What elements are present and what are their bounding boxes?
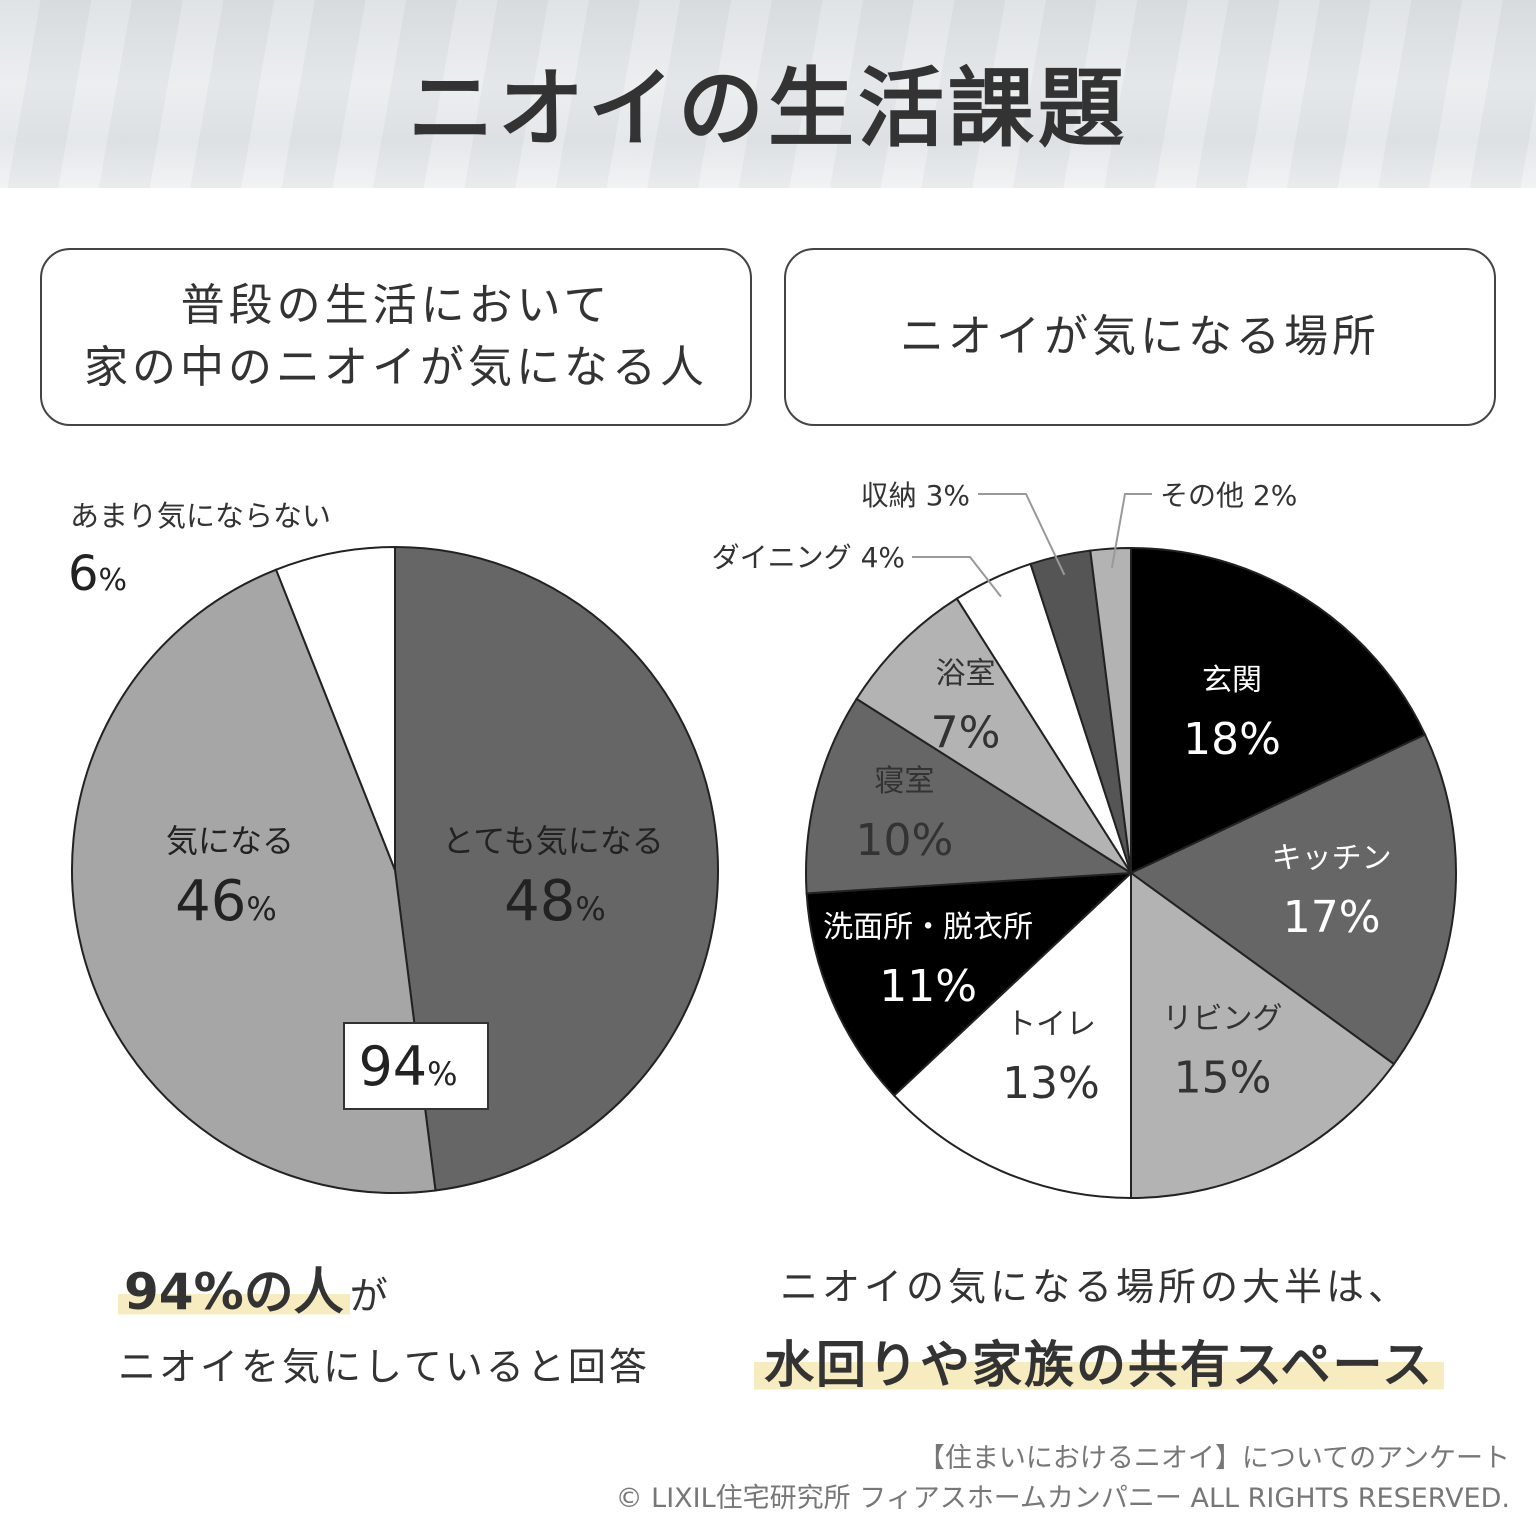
- leader-line-storage: [978, 493, 1066, 576]
- header-banner: [0, 0, 1536, 188]
- source-line2: © LIXIL住宅研究所 フィアスホームカンパニー ALL RIGHTS RES…: [615, 1483, 1510, 1514]
- summary-left-number: 94%: [124, 1263, 244, 1321]
- slice-label-other: その他 2%: [1160, 479, 1297, 512]
- left-question-line2: 家の中のニオイが気になる人: [84, 342, 708, 393]
- slice-label-washroom: 洗面所・脱衣所: [823, 910, 1033, 945]
- slice-label-not-concerned: あまり気にならない: [70, 499, 331, 533]
- pie-slice-washroom: [805, 871, 1134, 1097]
- callout-box-94: [343, 1022, 489, 1110]
- right-question-line1: ニオイが気になる場所: [900, 311, 1380, 362]
- right-question-box: ニオイが気になる場所: [784, 248, 1496, 426]
- summary-left: 94%の人が ニオイを気にしていると回答: [118, 1262, 650, 1391]
- page-title: ニオイの生活課題: [408, 59, 1128, 159]
- slice-label-concerned: 気になる: [166, 822, 294, 860]
- left-question-line1: 普段の生活において: [180, 280, 612, 331]
- summary-left-suffix: が: [349, 1274, 388, 1318]
- slice-value-entrance: 18%: [1183, 714, 1281, 765]
- summary-right-line1: ニオイの気になる場所の大半は、: [780, 1265, 1411, 1309]
- source-line1: 【住まいにおけるニオイ】についてのアンケート: [917, 1443, 1510, 1474]
- summary-left-line2: ニオイを気にしていると回答: [118, 1345, 650, 1389]
- summary-right-line2: 水回りや家族の共有スペース: [754, 1336, 1444, 1394]
- slice-label-entrance: 玄関: [1202, 663, 1262, 698]
- pie-slice-toilet: [892, 870, 1132, 1200]
- pie-slice-bedroom: [805, 697, 1135, 895]
- slice-value-kitchen: 17%: [1283, 892, 1381, 943]
- pie-slice-not-concerned: [274, 545, 396, 871]
- pie-slice-entrance: [1130, 546, 1427, 875]
- pie-slice-other: [1089, 546, 1132, 874]
- slice-value-living: 15%: [1174, 1053, 1272, 1104]
- summary-right: ニオイの気になる場所の大半は、 水回りや家族の共有スペース: [754, 1256, 1444, 1397]
- slice-label-living: リビング: [1162, 1002, 1282, 1037]
- summary-left-highlight: の人: [243, 1263, 344, 1321]
- slice-label-bathroom: 浴室: [936, 657, 996, 692]
- slice-label-kitchen: キッチン: [1272, 841, 1392, 876]
- left-question-box: 普段の生活において 家の中のニオイが気になる人: [40, 248, 752, 426]
- slice-value-washroom: 11%: [879, 961, 977, 1012]
- slice-label-storage: 収納 3%: [861, 479, 970, 512]
- slice-label-very-concerned: とても気になる: [442, 822, 663, 860]
- slice-value-bedroom: 10%: [855, 815, 953, 866]
- slice-value-bathroom: 7%: [931, 708, 1001, 759]
- leader-line-other: [1110, 493, 1152, 569]
- pie-slice-bathroom: [855, 597, 1132, 874]
- slice-label-dining: ダイニング 4%: [712, 541, 905, 574]
- slice-value-toilet: 13%: [1002, 1058, 1100, 1109]
- leader-line-dining: [912, 556, 1002, 598]
- pie-slice-living: [1130, 871, 1396, 1200]
- slice-label-bedroom: 寝室: [874, 764, 934, 799]
- slice-label-toilet: トイレ: [1006, 1007, 1096, 1042]
- pie-slice-kitchen: [1129, 733, 1457, 1066]
